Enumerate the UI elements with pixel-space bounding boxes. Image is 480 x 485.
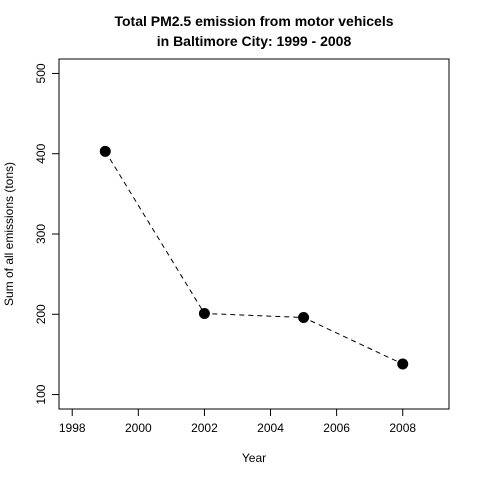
x-axis-label: Year [242, 451, 266, 465]
y-tick-label: 500 [34, 63, 48, 83]
data-point [298, 311, 310, 323]
x-tick-label: 2004 [257, 421, 284, 435]
x-axis: 1998 2000 2002 2004 2006 2008 [59, 408, 416, 435]
y-tick-label: 300 [34, 224, 48, 244]
y-axis: 100 200 300 400 500 [34, 63, 60, 405]
y-tick-label: 100 [34, 384, 48, 404]
chart-title: Total PM2.5 emission from motor vehicels [114, 13, 393, 29]
x-tick-label: 2006 [323, 421, 350, 435]
data-point [198, 307, 210, 319]
x-tick-label: 2008 [389, 421, 416, 435]
data-point [99, 145, 111, 157]
y-axis-label: Sum of all emissions (tons) [2, 162, 16, 306]
chart-subtitle: in Baltimore City: 1999 - 2008 [157, 33, 352, 49]
x-tick-label: 1998 [59, 421, 86, 435]
x-tick-label: 2000 [125, 421, 152, 435]
data-point [397, 358, 409, 370]
x-tick-label: 2002 [191, 421, 218, 435]
series-line [104, 151, 403, 365]
y-tick-label: 400 [34, 143, 48, 163]
plot-frame [58, 58, 450, 410]
y-tick-label: 200 [34, 304, 48, 324]
series-group [99, 145, 409, 370]
